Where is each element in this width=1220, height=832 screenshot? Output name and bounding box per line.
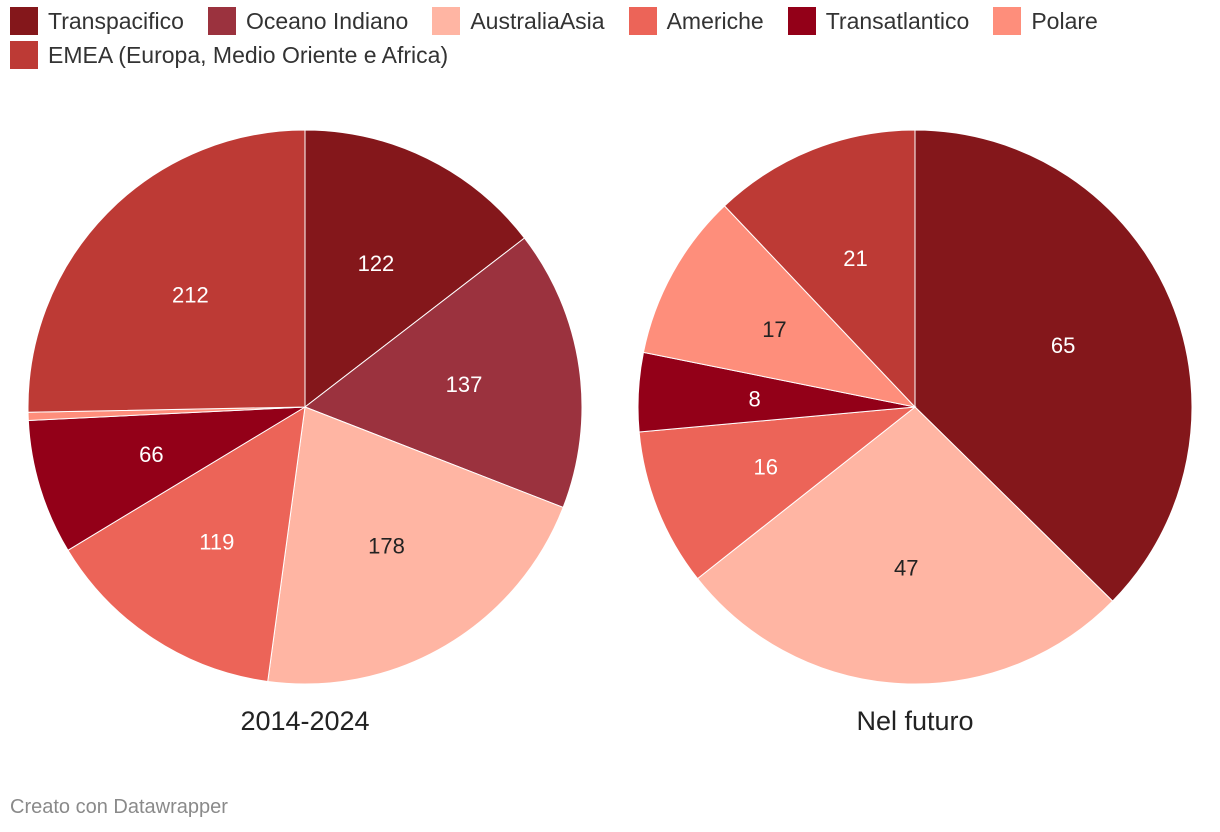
pie-slice-polare: [642, 205, 917, 408]
pie-slice-australiaasia: [696, 406, 1114, 685]
legend: Transpacifico Oceano Indiano AustraliaAs…: [10, 7, 1200, 69]
legend-label: Transatlantico: [825, 7, 970, 34]
pie-slice-emea: [27, 129, 306, 413]
pie-slice-transatlantico: [27, 406, 306, 551]
slice-value-label: 212: [172, 282, 209, 307]
pie-chart-2014-2024: 122 137 178 119 66 212: [27, 129, 583, 685]
pie-slice-transpacifico: [914, 129, 1193, 602]
slice-value-label: 16: [754, 454, 778, 479]
slice-value-label: 65: [1051, 333, 1075, 358]
legend-swatch: [10, 41, 38, 69]
legend-item: Oceano Indiano: [207, 7, 409, 35]
legend-label: Transpacifico: [48, 7, 184, 34]
slice-value-label: 119: [199, 529, 234, 554]
legend-swatch: [10, 7, 38, 35]
legend-swatch: [207, 7, 236, 35]
slice-value-label: 122: [358, 251, 395, 276]
pie-slice-oceano: [303, 237, 583, 509]
legend-item: Transatlantico: [787, 7, 970, 35]
legend-label: AustraliaAsia: [470, 7, 605, 34]
legend-label: Americhe: [666, 7, 764, 34]
slice-value-label: 47: [894, 555, 918, 580]
legend-item: Transpacifico: [10, 7, 184, 35]
pie-slice-emea: [723, 129, 916, 409]
slice-value-label: 21: [843, 246, 867, 271]
pie-slice-australiaasia: [267, 406, 564, 685]
slice-value-label: 137: [446, 372, 483, 397]
slice-value-label: 178: [368, 533, 405, 558]
pie-chart-nel-futuro: 65 47 16 8 17 21: [637, 129, 1193, 685]
legend-swatch: [787, 7, 816, 35]
legend-item: Americhe: [628, 7, 764, 35]
legend-item: Polare: [993, 7, 1098, 35]
legend-swatch: [993, 7, 1022, 35]
legend-swatch: [628, 7, 657, 35]
legend-item: AustraliaAsia: [432, 7, 605, 35]
slice-value-label: 8: [748, 386, 760, 411]
legend-label: Polare: [1031, 7, 1098, 34]
slice-value-label: 17: [762, 317, 786, 342]
pie-slice-americhe: [67, 406, 306, 683]
pie-slice-transpacifico: [304, 129, 526, 409]
legend-swatch: [432, 7, 461, 35]
slice-value-label: 66: [139, 442, 163, 467]
footer-credit: Creato con Datawrapper: [10, 796, 228, 818]
legend-item: EMEA (Europa, Medio Oriente e Africa): [10, 41, 449, 69]
legend-label: Oceano Indiano: [245, 7, 409, 34]
chart-title-2014-2024: 2014-2024: [240, 706, 369, 736]
pie-slice-americhe: [638, 406, 917, 580]
chart-title-nel-futuro: Nel futuro: [856, 706, 973, 736]
legend-label: EMEA (Europa, Medio Oriente e Africa): [48, 41, 449, 68]
